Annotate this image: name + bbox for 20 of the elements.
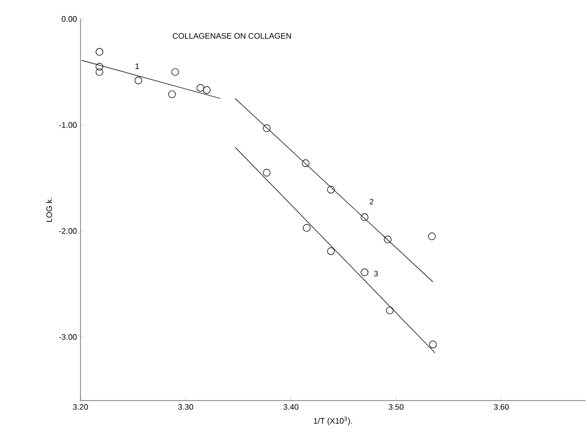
- point: [168, 90, 176, 98]
- point: [262, 168, 271, 176]
- point: [96, 62, 104, 70]
- point: [96, 48, 104, 56]
- point: [302, 159, 310, 167]
- point: [96, 68, 104, 76]
- point: [327, 186, 335, 194]
- point: [134, 76, 142, 84]
- point: [384, 236, 392, 244]
- point: [429, 340, 437, 348]
- point: [171, 68, 179, 76]
- point: [386, 306, 394, 314]
- point: [360, 268, 368, 276]
- point: [302, 224, 310, 232]
- point: [327, 247, 335, 255]
- point: [196, 84, 204, 92]
- point: [262, 124, 271, 132]
- point: [360, 213, 368, 222]
- point: [428, 232, 436, 240]
- point: [202, 86, 211, 94]
